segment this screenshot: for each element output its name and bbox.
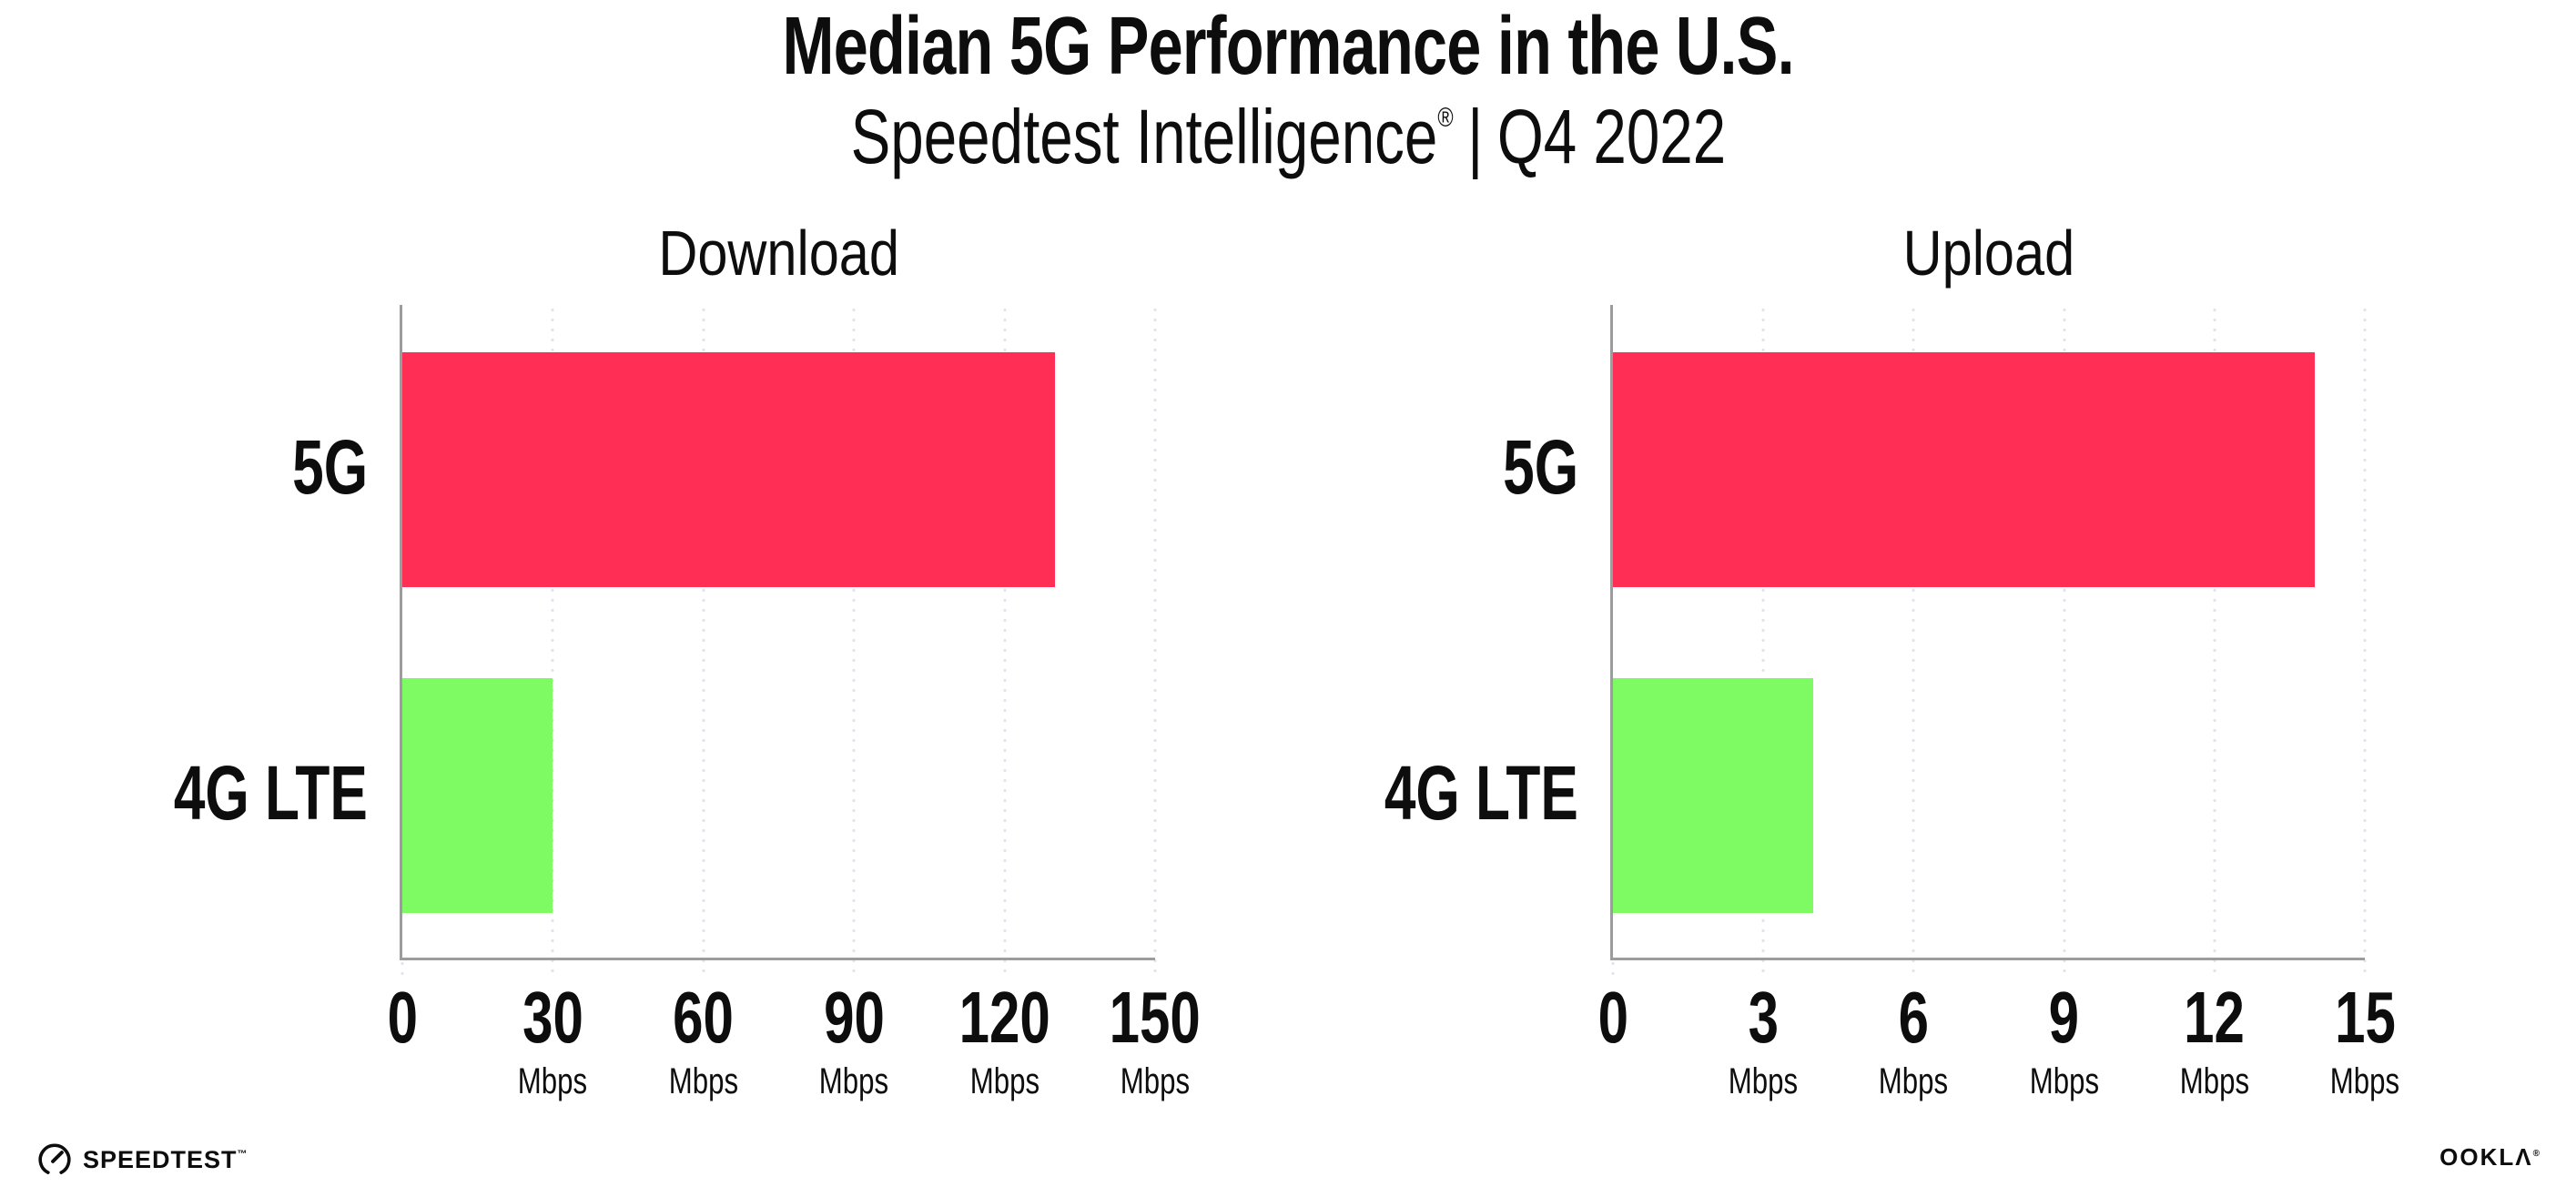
gridline	[852, 305, 857, 975]
x-tick-unit: Mbps	[518, 1061, 588, 1101]
gridline	[701, 305, 705, 975]
x-tick-unit: Mbps	[2329, 1061, 2400, 1101]
x-tick-label: 90	[823, 977, 885, 1058]
bar-4g-lte	[402, 678, 553, 913]
bar-5g	[1613, 352, 2315, 587]
subtitle-period: Q4 2022	[1496, 94, 1726, 179]
plot-area-upload	[1610, 305, 2367, 975]
ookla-logo: OOKLΛ®	[2439, 1145, 2540, 1169]
tick-stub	[1611, 959, 1615, 975]
category-label: 5G	[292, 424, 368, 510]
speedtest-wordmark: SPEEDTEST™	[83, 1145, 248, 1173]
x-tick-unit: Mbps	[819, 1061, 889, 1101]
page-subtitle: Speedtest Intelligence® | Q4 2022	[0, 98, 2576, 175]
x-tick-unit: Mbps	[969, 1061, 1040, 1101]
x-tick-label: 15	[2334, 977, 2396, 1058]
x-axis-line	[400, 957, 1155, 960]
x-tick-unit: Mbps	[2029, 1061, 2099, 1101]
gridline	[2062, 305, 2066, 975]
gridline	[1912, 305, 1916, 975]
chart-title-download: Download	[658, 218, 899, 289]
x-tick-label: 3	[1748, 977, 1779, 1058]
category-label: 5G	[1503, 424, 1578, 510]
page-subtitle-text: Speedtest Intelligence® | Q4 2022	[850, 98, 1726, 175]
speedtest-logo: SPEEDTEST™	[36, 1141, 248, 1178]
page-title-text: Median 5G Performance in the U.S.	[782, 1, 1794, 92]
subtitle-separator: |	[1466, 94, 1483, 179]
ookla-registered-mark: ®	[2532, 1149, 2540, 1159]
x-tick-unit: Mbps	[668, 1061, 738, 1101]
trademark-symbol: ™	[237, 1148, 248, 1160]
bar-4g-lte	[1613, 678, 1814, 913]
plot-area-download	[400, 305, 1157, 975]
registered-mark: ®	[1436, 103, 1454, 133]
gridline	[1761, 305, 1766, 975]
x-tick-label: 30	[522, 977, 583, 1058]
x-tick-label: 150	[1109, 977, 1202, 1058]
gridline	[2212, 305, 2216, 975]
y-axis-spine	[400, 305, 402, 960]
ookla-wordmark: OOKLΛ	[2439, 1143, 2533, 1171]
x-tick-unit: Mbps	[1729, 1061, 1799, 1101]
gridline	[1153, 305, 1157, 975]
subtitle-brand: Speedtest Intelligence	[850, 94, 1437, 179]
gridline	[2363, 305, 2367, 975]
category-label: 4G LTE	[1384, 750, 1578, 836]
bar-5g	[402, 352, 1055, 587]
gridline	[1002, 305, 1007, 975]
x-tick-label: 60	[673, 977, 735, 1058]
x-tick-label: 0	[1597, 977, 1628, 1058]
chart-title-upload: Upload	[1902, 218, 2075, 289]
x-tick-label: 12	[2184, 977, 2246, 1058]
y-axis-spine	[1610, 305, 1613, 960]
gridline	[551, 305, 555, 975]
speedtest-gauge-icon	[38, 1143, 71, 1174]
x-tick-label: 6	[1898, 977, 1930, 1058]
x-tick-unit: Mbps	[1879, 1061, 1949, 1101]
x-axis-line	[1610, 957, 2365, 960]
category-label: 4G LTE	[174, 750, 368, 836]
x-tick-label: 0	[387, 977, 418, 1058]
x-tick-label: 9	[2048, 977, 2080, 1058]
x-tick-label: 120	[958, 977, 1050, 1058]
tick-stub	[401, 959, 404, 975]
page-title: Median 5G Performance in the U.S.	[0, 5, 2576, 87]
x-tick-unit: Mbps	[1120, 1061, 1191, 1101]
x-tick-unit: Mbps	[2179, 1061, 2249, 1101]
